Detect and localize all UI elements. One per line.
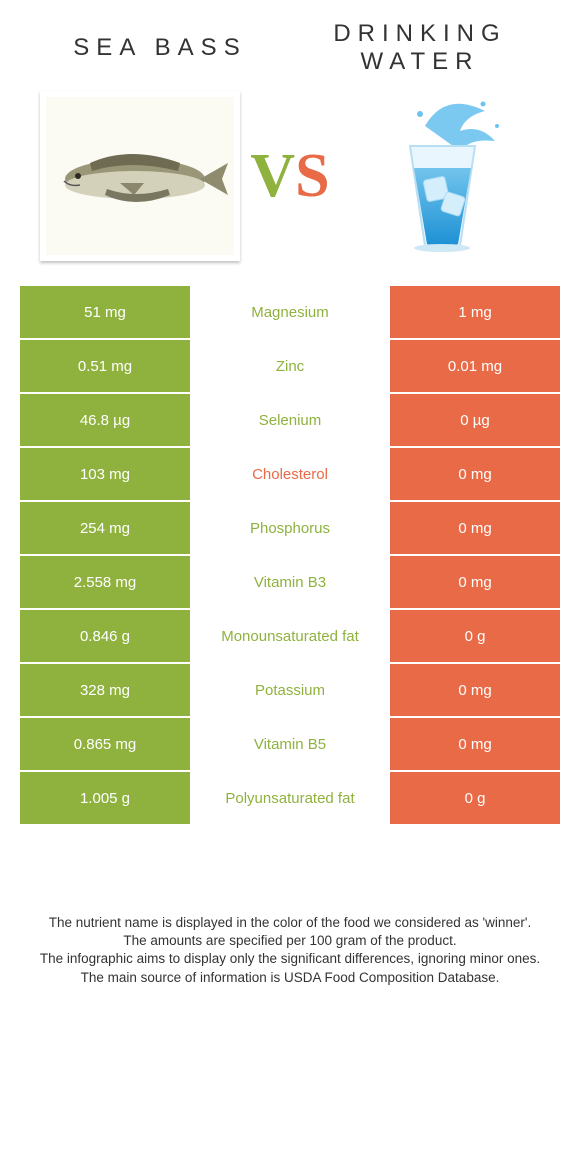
table-row: 254 mgPhosphorus0 mg (20, 502, 560, 554)
value-left: 51 mg (20, 286, 190, 338)
value-right: 0 g (390, 772, 560, 824)
nutrient-label: Cholesterol (190, 448, 390, 500)
nutrient-label: Vitamin B5 (190, 718, 390, 770)
nutrient-label: Potassium (190, 664, 390, 716)
value-right: 0 mg (390, 718, 560, 770)
nutrient-table: 51 mgMagnesium1 mg0.51 mgZinc0.01 mg46.8… (20, 286, 560, 824)
value-right: 0 µg (390, 394, 560, 446)
header-row: Sea bass Drinking water (0, 0, 580, 86)
table-row: 1.005 gPolyunsaturated fat0 g (20, 772, 560, 824)
header-left: Sea bass (30, 34, 290, 62)
value-left: 1.005 g (20, 772, 190, 824)
value-right: 0 mg (390, 502, 560, 554)
vs-s: S (295, 142, 329, 210)
value-left: 2.558 mg (20, 556, 190, 608)
value-right: 1 mg (390, 286, 560, 338)
nutrient-label: Zinc (190, 340, 390, 392)
water-glass-icon (365, 96, 515, 256)
value-right: 0 g (390, 610, 560, 662)
value-left: 0.846 g (20, 610, 190, 662)
table-row: 0.51 mgZinc0.01 mg (20, 340, 560, 392)
table-row: 51 mgMagnesium1 mg (20, 286, 560, 338)
value-left: 0.51 mg (20, 340, 190, 392)
value-left: 46.8 µg (20, 394, 190, 446)
nutrient-label: Selenium (190, 394, 390, 446)
nutrient-label: Polyunsaturated fat (190, 772, 390, 824)
value-left: 0.865 mg (20, 718, 190, 770)
table-row: 46.8 µgSelenium0 µg (20, 394, 560, 446)
table-row: 103 mgCholesterol0 mg (20, 448, 560, 500)
value-left: 103 mg (20, 448, 190, 500)
value-right: 0 mg (390, 556, 560, 608)
value-right: 0.01 mg (390, 340, 560, 392)
sea-bass-icon (50, 141, 230, 211)
image-row: VS (0, 86, 580, 286)
footer-line-4: The main source of information is USDA F… (30, 969, 550, 987)
table-row: 0.846 gMonounsaturated fat0 g (20, 610, 560, 662)
footer: The nutrient name is displayed in the co… (30, 914, 550, 987)
value-right: 0 mg (390, 664, 560, 716)
vs-v: V (250, 142, 295, 210)
title-left: Sea bass (30, 34, 290, 62)
nutrient-label: Magnesium (190, 286, 390, 338)
value-left: 328 mg (20, 664, 190, 716)
table-row: 2.558 mgVitamin B30 mg (20, 556, 560, 608)
fish-illustration (46, 97, 234, 255)
right-image-box (340, 91, 540, 261)
footer-line-3: The infographic aims to display only the… (30, 950, 550, 968)
value-right: 0 mg (390, 448, 560, 500)
left-image-box (40, 91, 240, 261)
footer-line-2: The amounts are specified per 100 gram o… (30, 932, 550, 950)
nutrient-label: Phosphorus (190, 502, 390, 554)
nutrient-label: Monounsaturated fat (190, 610, 390, 662)
header-right: Drinking water (290, 20, 550, 76)
vs-label: VS (250, 145, 329, 207)
fish-frame (40, 91, 240, 261)
nutrient-label: Vitamin B3 (190, 556, 390, 608)
table-row: 328 mgPotassium0 mg (20, 664, 560, 716)
title-right: Drinking water (290, 20, 550, 76)
value-left: 254 mg (20, 502, 190, 554)
footer-line-1: The nutrient name is displayed in the co… (30, 914, 550, 932)
table-row: 0.865 mgVitamin B50 mg (20, 718, 560, 770)
